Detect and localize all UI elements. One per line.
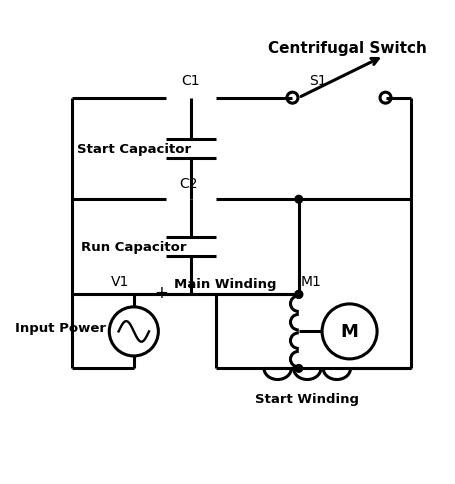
- Circle shape: [294, 196, 302, 204]
- Text: Run Capacitor: Run Capacitor: [81, 241, 186, 254]
- Circle shape: [294, 365, 302, 373]
- Text: Centrifugal Switch: Centrifugal Switch: [268, 41, 426, 56]
- Circle shape: [294, 291, 302, 299]
- Circle shape: [294, 291, 302, 299]
- Text: S1: S1: [308, 74, 326, 88]
- Text: +: +: [154, 284, 168, 302]
- Text: V1: V1: [111, 274, 129, 288]
- Text: M1: M1: [300, 274, 321, 288]
- Text: M: M: [340, 323, 358, 341]
- Text: C2: C2: [179, 177, 197, 191]
- Text: Input Power: Input Power: [15, 321, 106, 334]
- Text: Main Winding: Main Winding: [173, 278, 275, 290]
- Text: Start Capacitor: Start Capacitor: [76, 143, 191, 156]
- Text: C1: C1: [181, 74, 200, 88]
- Text: Start Winding: Start Winding: [255, 392, 359, 405]
